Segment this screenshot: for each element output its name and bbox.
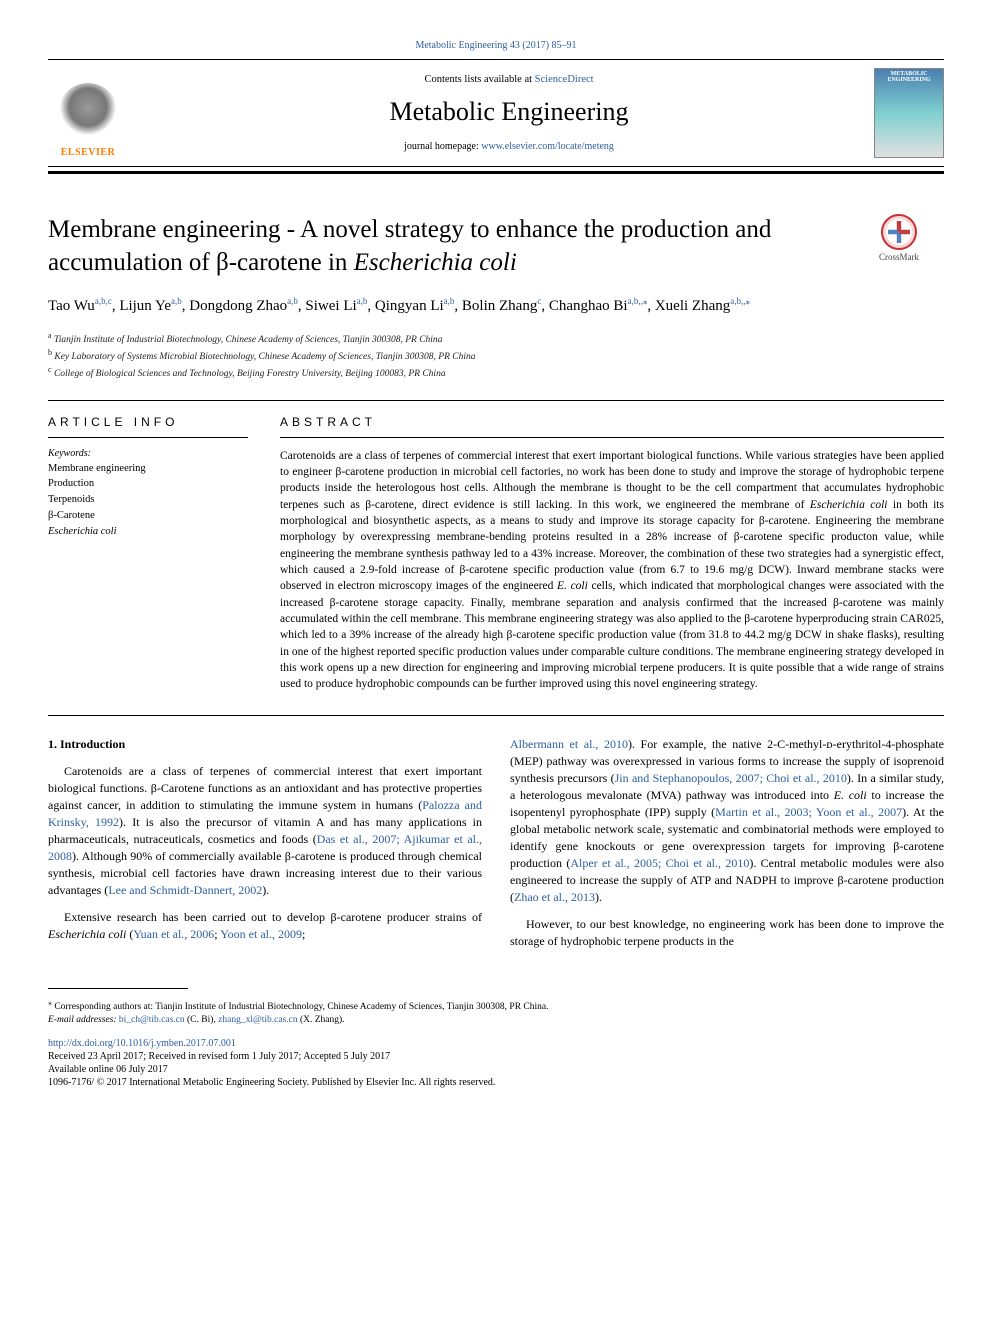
doi-line: http://dx.doi.org/10.1016/j.ymben.2017.0… bbox=[48, 1038, 944, 1049]
journal-title: Metabolic Engineering bbox=[144, 97, 874, 127]
ref-lee[interactable]: Lee and Schmidt-Dannert, 2002 bbox=[108, 883, 262, 897]
ref-martin[interactable]: Martin et al., 2003; Yoon et al., 2007 bbox=[715, 805, 902, 819]
ref-yoon[interactable]: Yoon et al., 2009 bbox=[220, 927, 302, 941]
intro-para-2: Extensive research has been carried out … bbox=[48, 909, 482, 943]
contents-lists-line: Contents lists available at ScienceDirec… bbox=[144, 74, 874, 85]
journal-header: ELSEVIER Contents lists available at Sci… bbox=[48, 59, 944, 167]
intro-heading: 1. Introduction bbox=[48, 736, 482, 753]
homepage-line: journal homepage: www.elsevier.com/locat… bbox=[144, 141, 874, 152]
cover-label: METABOLIC ENGINEERING bbox=[877, 71, 941, 83]
ref-zhao[interactable]: Zhao et al., 2013 bbox=[514, 890, 595, 904]
homepage-link[interactable]: www.elsevier.com/locate/meteng bbox=[481, 141, 614, 152]
title-species: Escherichia coli bbox=[354, 249, 517, 276]
corresponding-author: ⁎ Corresponding authors at: Tianjin Inst… bbox=[48, 997, 944, 1028]
homepage-prefix: journal homepage: bbox=[404, 141, 481, 152]
article-info-heading: ARTICLE INFO bbox=[48, 415, 248, 438]
received-line: Received 23 April 2017; Received in revi… bbox=[48, 1051, 944, 1062]
footer-rule bbox=[48, 988, 188, 989]
email-label: E-mail addresses: bbox=[48, 1015, 119, 1025]
header-rule bbox=[48, 171, 944, 174]
col2-para-1: Albermann et al., 2010). For example, th… bbox=[510, 736, 944, 906]
crossmark-label: CrossMark bbox=[879, 252, 919, 262]
email-bi[interactable]: bi_ch@tib.cas.cn bbox=[119, 1015, 185, 1025]
crossmark-badge[interactable]: CrossMark bbox=[854, 214, 944, 262]
available-line: Available online 06 July 2017 bbox=[48, 1064, 944, 1075]
keywords-list: Membrane engineeringProductionTerpenoids… bbox=[48, 461, 248, 540]
crossmark-cross-icon bbox=[888, 221, 910, 243]
elsevier-text: ELSEVIER bbox=[61, 147, 116, 158]
abstract-text: Carotenoids are a class of terpenes of c… bbox=[280, 448, 944, 693]
ref-albermann[interactable]: Albermann et al., 2010 bbox=[510, 737, 628, 751]
article-title: Membrane engineering - A novel strategy … bbox=[48, 214, 834, 279]
col2-para-2: However, to our best knowledge, no engin… bbox=[510, 916, 944, 950]
copyright-line: 1096-7176/ © 2017 International Metaboli… bbox=[48, 1077, 944, 1088]
doi-link[interactable]: http://dx.doi.org/10.1016/j.ymben.2017.0… bbox=[48, 1038, 236, 1049]
affiliations: a Tianjin Institute of Industrial Biotec… bbox=[48, 330, 944, 382]
journal-cover-thumbnail: METABOLIC ENGINEERING bbox=[874, 68, 944, 158]
ref-jin[interactable]: Jin and Stephanopoulos, 2007; Choi et al… bbox=[615, 771, 847, 785]
elsevier-logo: ELSEVIER bbox=[48, 68, 128, 158]
body-column-right: Albermann et al., 2010). For example, th… bbox=[510, 736, 944, 960]
journal-citation: Metabolic Engineering 43 (2017) 85–91 bbox=[48, 40, 944, 51]
keywords-label: Keywords: bbox=[48, 448, 248, 459]
sciencedirect-link[interactable]: ScienceDirect bbox=[535, 74, 594, 85]
crossmark-circle-icon bbox=[881, 214, 917, 250]
intro-para-1: Carotenoids are a class of terpenes of c… bbox=[48, 763, 482, 899]
contents-prefix: Contents lists available at bbox=[424, 74, 534, 85]
body-column-left: 1. Introduction Carotenoids are a class … bbox=[48, 736, 482, 960]
author-list: Tao Wua,b,c, Lijun Yea,b, Dongdong Zhaoa… bbox=[48, 295, 944, 318]
elsevier-tree-icon bbox=[58, 83, 118, 143]
abstract-heading: ABSTRACT bbox=[280, 415, 944, 438]
email-zhang[interactable]: zhang_xl@tib.cas.cn bbox=[218, 1015, 297, 1025]
ref-yuan[interactable]: Yuan et al., 2006 bbox=[133, 927, 214, 941]
ref-alper[interactable]: Alper et al., 2005; Choi et al., 2010 bbox=[570, 856, 749, 870]
